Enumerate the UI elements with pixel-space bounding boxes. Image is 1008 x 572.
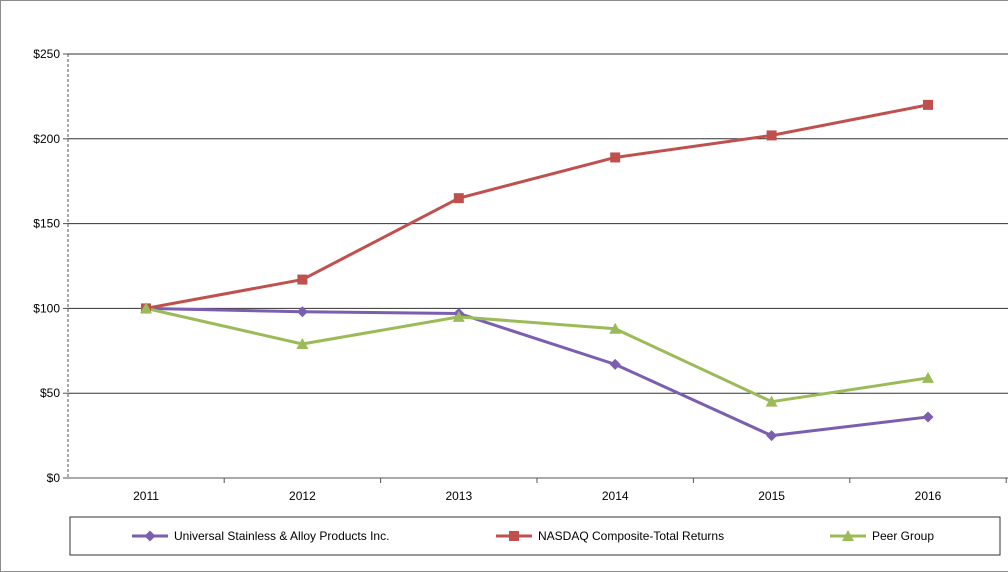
- data-point-peer-group: [765, 395, 778, 407]
- y-tick-label: $50: [40, 386, 60, 400]
- legend-marker-universal-stainless-alloy-products-inc: [144, 530, 156, 542]
- data-point-nasdaq-composite-total-returns: [923, 99, 933, 110]
- data-point-universal-stainless-alloy-products-inc: [766, 430, 778, 442]
- series-line-peer-group: [145, 306, 929, 404]
- series-line-nasdaq-composite-total-returns: [145, 103, 929, 310]
- y-tick-label: $150: [33, 217, 60, 231]
- y-tick-label: $250: [33, 47, 60, 61]
- series-line-universal-stainless-alloy-products-inc: [145, 306, 929, 438]
- data-point-universal-stainless-alloy-products-inc: [296, 306, 308, 318]
- gridlines: [68, 53, 1008, 394]
- data-point-peer-group: [296, 338, 309, 350]
- y-tick-label: $0: [47, 471, 61, 485]
- legend-marker-nasdaq-composite-total-returns: [509, 531, 519, 541]
- x-tick-label: 2011: [133, 489, 159, 503]
- x-tick-label: 2015: [758, 489, 785, 503]
- legend-label-universal-stainless-alloy-products-inc: Universal Stainless & Alloy Products Inc…: [174, 529, 389, 543]
- plot-area: [68, 54, 1008, 478]
- data-point-universal-stainless-alloy-products-inc: [922, 411, 934, 423]
- x-tick-label: 2014: [602, 489, 629, 503]
- x-tick-label: 2016: [915, 489, 942, 503]
- data-point-nasdaq-composite-total-returns: [453, 193, 464, 204]
- x-tick-label: 2012: [289, 489, 316, 503]
- legend-marker-peer-group: [842, 530, 854, 541]
- plot-background: [68, 54, 1008, 478]
- x-tick-label: 2013: [445, 489, 472, 503]
- legend: Universal Stainless & Alloy Products Inc…: [69, 516, 1001, 556]
- data-point-nasdaq-composite-total-returns: [297, 274, 308, 285]
- legend-label-peer-group: Peer Group: [872, 529, 934, 543]
- series-markers: [140, 99, 934, 442]
- axes: [63, 53, 1008, 483]
- data-point-nasdaq-composite-total-returns: [610, 152, 621, 163]
- data-point-nasdaq-composite-total-returns: [766, 130, 777, 141]
- y-tick-label: $100: [33, 301, 60, 315]
- data-point-peer-group: [452, 310, 465, 322]
- data-point-peer-group: [922, 371, 934, 383]
- legend-label-nasdaq-composite-total-returns: NASDAQ Composite-Total Returns: [538, 529, 724, 543]
- data-point-peer-group: [609, 322, 622, 334]
- series-lines: [145, 103, 929, 438]
- y-tick-label: $200: [33, 132, 60, 146]
- x-axis-tick-labels: 2011 2012 2013 2014 2015 2016: [133, 489, 942, 503]
- y-axis-tick-labels: $0 $50 $100 $150 $200 $250: [33, 47, 60, 485]
- data-point-peer-group: [140, 302, 152, 314]
- data-point-universal-stainless-alloy-products-inc: [609, 358, 621, 370]
